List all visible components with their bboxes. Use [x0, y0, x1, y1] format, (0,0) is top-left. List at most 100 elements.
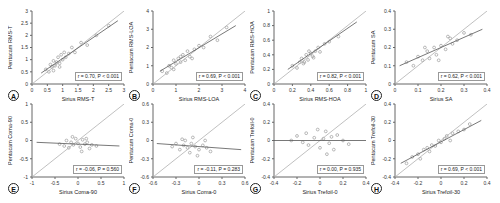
svg-text:1: 1	[146, 63, 149, 69]
svg-text:2: 2	[146, 44, 149, 50]
svg-text:-0.6: -0.6	[140, 174, 149, 180]
svg-text:0: 0	[440, 180, 443, 186]
svg-text:Sirius Trefoil-0: Sirius Trefoil-0	[302, 189, 337, 194]
svg-text:0: 0	[31, 87, 34, 93]
svg-text:0: 0	[146, 137, 149, 143]
svg-text:1: 1	[25, 101, 28, 107]
svg-text:0.2: 0.2	[340, 180, 347, 186]
svg-text:0: 0	[25, 137, 28, 143]
svg-text:-0.2: -0.2	[382, 156, 391, 162]
svg-text:0.4: 0.4	[263, 52, 270, 58]
svg-text:-0.4: -0.4	[270, 180, 279, 186]
svg-text:Sirius RMS-LOA: Sirius RMS-LOA	[179, 96, 220, 101]
svg-text:0.3: 0.3	[384, 26, 391, 32]
svg-text:0: 0	[77, 180, 80, 186]
svg-text:0: 0	[267, 81, 270, 87]
svg-text:0: 0	[25, 81, 28, 87]
svg-text:0.4: 0.4	[307, 87, 314, 93]
svg-text:0.2: 0.2	[384, 119, 391, 125]
svg-text:0.5: 0.5	[21, 119, 28, 125]
svg-text:0: 0	[394, 87, 397, 93]
svg-text:-0.3: -0.3	[172, 180, 181, 186]
svg-text:Sirius Coma-0: Sirius Coma-0	[182, 189, 217, 194]
svg-text:0.4: 0.4	[484, 87, 491, 93]
svg-text:Pentacam Coma-0: Pentacam Coma-0	[129, 118, 134, 164]
svg-text:1: 1	[267, 8, 270, 14]
svg-text:-1: -1	[24, 174, 29, 180]
svg-text:Pentacam RMS-HOA: Pentacam RMS-HOA	[250, 21, 255, 74]
svg-text:0.5: 0.5	[98, 180, 105, 186]
svg-text:3: 3	[146, 26, 149, 32]
svg-text:4: 4	[244, 87, 247, 93]
svg-text:1: 1	[25, 56, 28, 62]
svg-text:3: 3	[25, 8, 28, 14]
svg-text:0: 0	[319, 180, 322, 186]
svg-text:-0.3: -0.3	[140, 156, 149, 162]
svg-text:0.8: 0.8	[263, 22, 270, 28]
svg-text:2.5: 2.5	[105, 87, 112, 93]
svg-text:0.2: 0.2	[263, 119, 270, 125]
svg-text:2: 2	[198, 87, 201, 93]
svg-text:0: 0	[267, 137, 270, 143]
svg-text:0.5: 0.5	[44, 87, 51, 93]
svg-text:-0.5: -0.5	[51, 180, 60, 186]
svg-text:0.4: 0.4	[263, 101, 270, 107]
svg-text:0.3: 0.3	[461, 87, 468, 93]
svg-text:-0.4: -0.4	[382, 174, 391, 180]
svg-text:0.3: 0.3	[219, 180, 226, 186]
svg-text:0.2: 0.2	[438, 87, 445, 93]
svg-text:1: 1	[61, 87, 64, 93]
svg-text:0.4: 0.4	[484, 180, 491, 186]
svg-text:1: 1	[365, 87, 368, 93]
svg-text:2: 2	[25, 32, 28, 38]
svg-text:Pentacam Coma-90: Pentacam Coma-90	[8, 116, 13, 165]
svg-text:1: 1	[175, 87, 178, 93]
svg-text:0.6: 0.6	[142, 101, 149, 107]
svg-text:-0.2: -0.2	[261, 156, 270, 162]
svg-text:0: 0	[198, 180, 201, 186]
svg-text:0.8: 0.8	[344, 87, 351, 93]
svg-text:0: 0	[273, 87, 276, 93]
svg-text:Sirius SA: Sirius SA	[430, 96, 453, 101]
svg-text:0.4: 0.4	[363, 180, 370, 186]
svg-text:0: 0	[152, 87, 155, 93]
svg-text:0.2: 0.2	[461, 180, 468, 186]
svg-text:Sirius RMS-T: Sirius RMS-T	[62, 96, 95, 101]
svg-text:2.5: 2.5	[21, 20, 28, 26]
svg-text:0.2: 0.2	[384, 44, 391, 50]
svg-text:-0.2: -0.2	[293, 180, 302, 186]
svg-text:0.6: 0.6	[263, 37, 270, 43]
svg-text:-0.4: -0.4	[391, 180, 400, 186]
svg-text:0.6: 0.6	[326, 87, 333, 93]
svg-text:Pentacam RMS-T: Pentacam RMS-T	[8, 25, 13, 69]
svg-text:2: 2	[92, 87, 95, 93]
svg-text:0.5: 0.5	[21, 69, 28, 75]
svg-text:4: 4	[146, 8, 149, 14]
svg-text:3: 3	[221, 87, 224, 93]
svg-text:0.4: 0.4	[384, 101, 391, 107]
svg-text:Sirius RMS-HOA: Sirius RMS-HOA	[299, 96, 341, 101]
svg-text:1.5: 1.5	[21, 44, 28, 50]
svg-text:0.2: 0.2	[263, 66, 270, 72]
svg-text:0.1: 0.1	[415, 87, 422, 93]
svg-text:-1: -1	[30, 180, 35, 186]
svg-text:-0.4: -0.4	[261, 174, 270, 180]
svg-text:Sirius Coma-90: Sirius Coma-90	[59, 189, 97, 194]
svg-text:1: 1	[123, 180, 126, 186]
svg-text:0: 0	[146, 81, 149, 87]
svg-text:Pentacam Trefoil-0: Pentacam Trefoil-0	[250, 117, 255, 163]
svg-text:Pentacam Trefoil-30: Pentacam Trefoil-30	[371, 116, 376, 165]
svg-text:0.3: 0.3	[142, 119, 149, 125]
svg-text:Sirius Trefoil-30: Sirius Trefoil-30	[422, 189, 460, 194]
svg-text:0.2: 0.2	[289, 87, 296, 93]
svg-text:Pentacam SA: Pentacam SA	[371, 30, 376, 64]
svg-text:0: 0	[388, 137, 391, 143]
svg-text:3: 3	[123, 87, 126, 93]
svg-text:Pentacam RMS-LOA: Pentacam RMS-LOA	[129, 21, 134, 73]
svg-text:0: 0	[388, 81, 391, 87]
svg-text:-0.2: -0.2	[414, 180, 423, 186]
svg-text:1.5: 1.5	[75, 87, 82, 93]
svg-text:0.6: 0.6	[242, 180, 249, 186]
svg-text:-0.5: -0.5	[19, 156, 28, 162]
svg-text:0.4: 0.4	[384, 8, 391, 14]
